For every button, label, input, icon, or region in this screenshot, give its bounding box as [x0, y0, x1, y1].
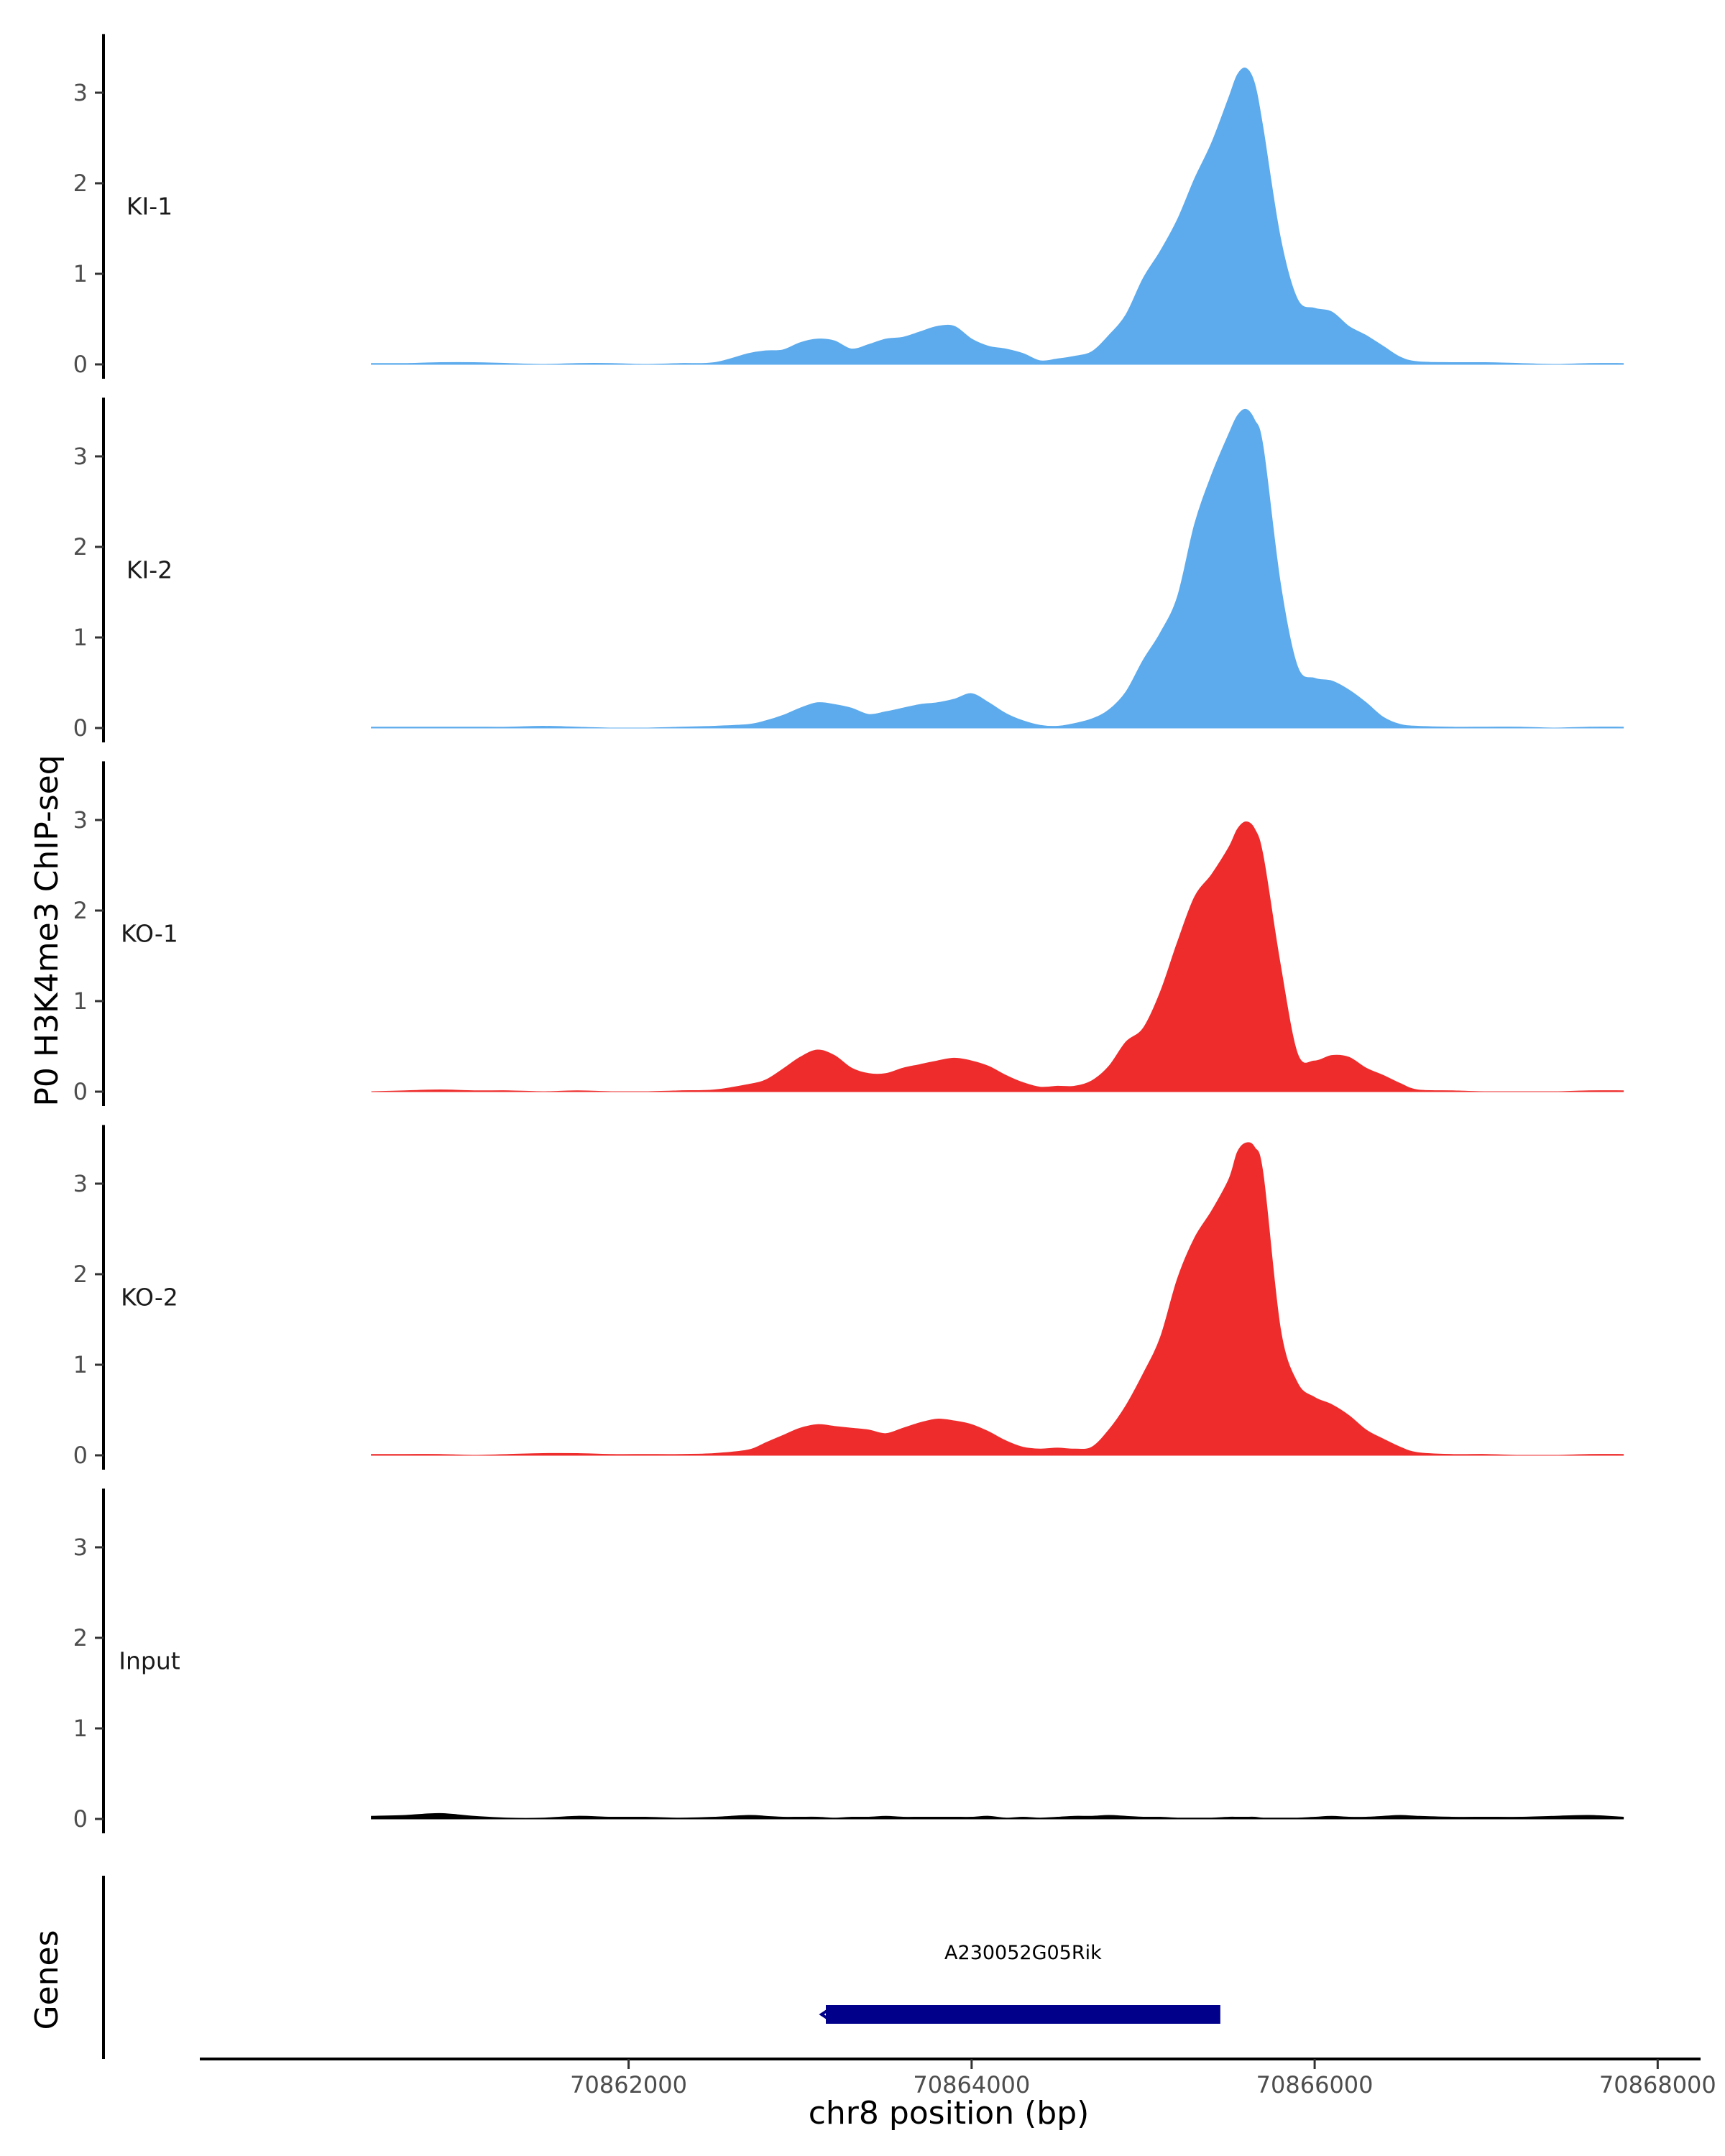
signal-tracks: 0 1 2 3 KI-1 0 1 2 3 KI-2 0 1 2 3 KO-1 0 1 2 3 KO-2 0 1 2 3 Inpu… [73, 34, 1624, 1833]
y-tick-label: 2 [73, 1261, 88, 1288]
track-ko-1: 0 1 2 3 KO-1 [73, 761, 1624, 1106]
y-tick-label: 2 [73, 897, 88, 924]
y-tick-label: 1 [73, 1351, 88, 1378]
track-ki-1: 0 1 2 3 KI-1 [73, 34, 1624, 379]
track-label: KO-2 [121, 1284, 178, 1312]
track-label: KO-1 [121, 920, 178, 948]
y-tick-label: 0 [73, 1442, 88, 1469]
y-tick-label: 1 [73, 624, 88, 651]
gene-exon-bar [825, 2005, 1220, 2024]
y-tick-label: 0 [73, 1805, 88, 1833]
signal-area-ko-2 [371, 1142, 1624, 1456]
signal-area-ki-1 [371, 68, 1624, 365]
gene-track-title: Genes [29, 1930, 65, 2030]
x-axis: 70862000 70864000 70866000 70868000 [200, 2058, 1716, 2099]
track-ko-2: 0 1 2 3 KO-2 [73, 1125, 1624, 1470]
y-tick-label: 0 [73, 1078, 88, 1105]
track-input: 0 1 2 3 Input [73, 1488, 1624, 1833]
y-tick-label: 0 [73, 714, 88, 742]
gene-model: A230052G05Rik [819, 1942, 1220, 2024]
track-label: KI-2 [126, 556, 172, 584]
y-tick-label: 3 [73, 443, 88, 470]
gene-track: A230052G05Rik [102, 1876, 1220, 2059]
y-tick-label: 2 [73, 170, 88, 197]
y-tick-label: 3 [73, 1170, 88, 1197]
x-tick-label: 70862000 [570, 2071, 687, 2099]
y-tick-label: 2 [73, 533, 88, 561]
y-tick-label: 3 [73, 1534, 88, 1561]
y-tick-label: 2 [73, 1624, 88, 1651]
track-label: KI-1 [126, 193, 172, 221]
y-tick-label: 3 [73, 79, 88, 106]
signal-area-ki-2 [371, 408, 1624, 729]
track-label: Input [119, 1647, 180, 1675]
signal-area-input [371, 1812, 1624, 1820]
track-ki-2: 0 1 2 3 KI-2 [73, 397, 1624, 742]
signal-area-ko-1 [371, 821, 1624, 1092]
y-tick-label: 1 [73, 1715, 88, 1742]
y-tick-label: 3 [73, 806, 88, 834]
y-tick-label: 1 [73, 987, 88, 1015]
x-tick-label: 70864000 [913, 2071, 1030, 2099]
x-axis-title: chr8 position (bp) [809, 2095, 1090, 2132]
strand-arrow-icon [819, 2007, 832, 2022]
x-tick-label: 70868000 [1599, 2071, 1716, 2099]
gene-name-label: A230052G05Rik [944, 1942, 1102, 1964]
y-tick-label: 1 [73, 260, 88, 287]
y-tick-label: 0 [73, 351, 88, 378]
x-tick-label: 70866000 [1256, 2071, 1374, 2099]
y-axis-title: P0 H3K4me3 ChIP-seq [29, 755, 65, 1106]
